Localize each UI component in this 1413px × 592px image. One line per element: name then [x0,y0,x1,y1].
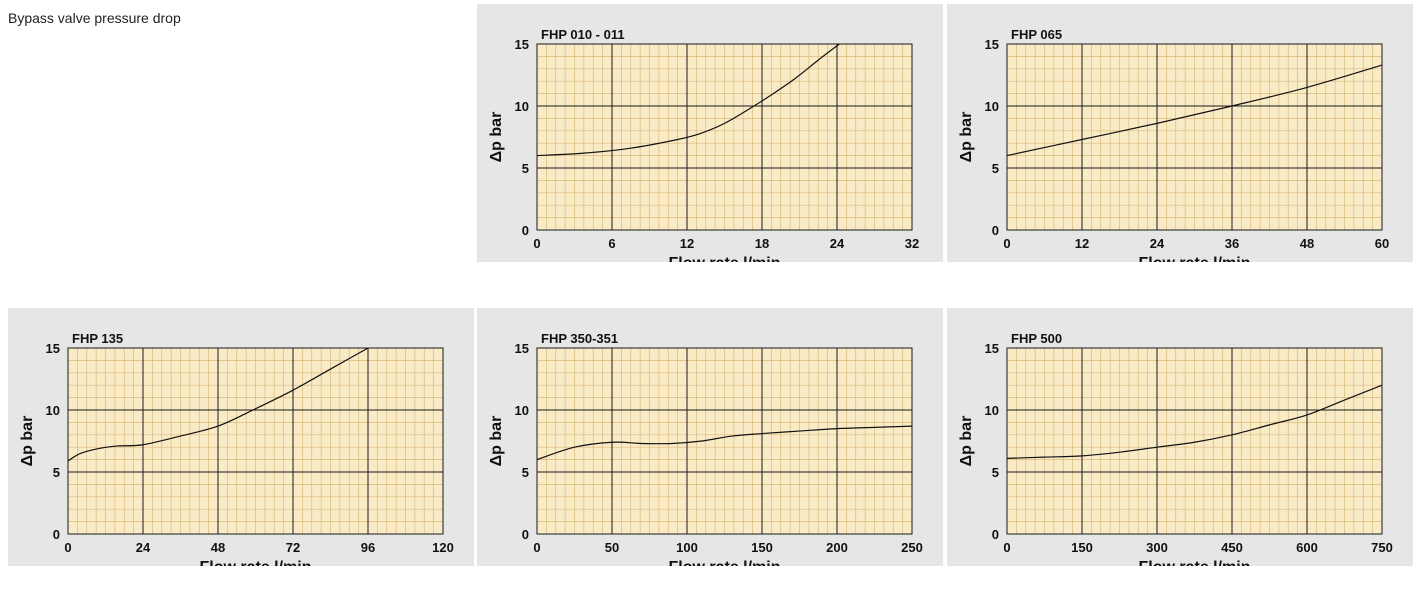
y-tick-label: 0 [522,527,529,542]
x-tick-label: 0 [533,540,540,555]
x-tick-label: 750 [1371,540,1393,555]
y-tick-label: 10 [46,403,60,418]
minor-grid [1007,348,1382,534]
x-tick-label: 60 [1375,236,1389,251]
y-tick-label: 5 [992,161,999,176]
x-tick-label: 450 [1221,540,1243,555]
y-axis-label: Δp bar [958,416,975,467]
y-tick-label: 5 [992,465,999,480]
y-tick-label: 0 [522,223,529,238]
y-axis-label: Δp bar [958,112,975,163]
series-line [67,347,369,462]
plot-border [67,347,444,535]
chart-title: FHP 500 [1011,331,1062,346]
x-tick-label: 18 [755,236,769,251]
chart-panel-fhp-135: 0 24 48 72 96 120 0 5 10 15 FHP 135 Flow rate l/min… [8,308,474,566]
y-tick-label: 10 [515,99,529,114]
minor-grid [537,44,912,230]
x-tick-label: 6 [608,236,615,251]
series-line [536,425,913,461]
x-tick-label: 24 [1150,236,1165,251]
plot-border [536,43,913,231]
y-tick-label: 5 [522,465,529,480]
x-axis-label: Flow rate l/min [199,559,311,566]
y-tick-label: 0 [53,527,60,542]
x-tick-label: 200 [826,540,848,555]
x-tick-label: 120 [432,540,454,555]
x-tick-label: 300 [1146,540,1168,555]
x-tick-label: 0 [533,236,540,251]
x-tick-label: 12 [680,236,694,251]
x-tick-label: 32 [905,236,919,251]
chart-fhp-010-011: 0 6 12 18 24 32 0 5 10 15 FHP 010 - 011 Flow rate l… [488,27,919,262]
x-axis-label: Flow rate l/min [668,559,780,566]
x-tick-label: 150 [751,540,773,555]
x-tick-label: 72 [286,540,300,555]
x-tick-label: 36 [1225,236,1239,251]
x-tick-label: 48 [1300,236,1314,251]
x-tick-label: 12 [1075,236,1089,251]
chart-fhp-500: 0 150 300 450 600 750 0 5 10 15 FHP 500 Flow rate l… [958,331,1393,566]
y-tick-label: 0 [992,223,999,238]
y-tick-label: 15 [985,37,999,52]
plot-border [1006,43,1383,231]
chart-panel-fhp-010-011: 0 6 12 18 24 32 0 5 10 15 FHP 010 - 011 Flow rate l… [477,4,943,262]
chart-title: FHP 010 - 011 [541,27,625,42]
x-tick-label: 250 [901,540,923,555]
x-tick-label: 0 [1003,540,1010,555]
series-line [1006,64,1383,157]
chart-title: FHP 350-351 [541,331,618,346]
x-tick-label: 0 [1003,236,1010,251]
x-tick-label: 100 [676,540,698,555]
x-tick-label: 50 [605,540,619,555]
page-title: Bypass valve pressure drop [8,10,181,26]
chart-title: FHP 135 [72,331,123,346]
minor-grid [537,348,912,534]
chart-panel-fhp-500: 0 150 300 450 600 750 0 5 10 15 FHP 500 Flow rate l… [947,308,1413,566]
series-line [536,43,840,157]
y-tick-label: 5 [53,465,60,480]
y-axis-label: Δp bar [19,416,36,467]
y-tick-label: 10 [985,403,999,418]
x-tick-label: 24 [830,236,845,251]
plot-border [1006,347,1383,535]
y-tick-label: 15 [46,341,60,356]
plot-border [536,347,913,535]
series-line [1006,384,1383,459]
x-tick-label: 24 [136,540,151,555]
y-tick-label: 15 [985,341,999,356]
x-axis-label: Flow rate l/min [1138,559,1250,566]
x-axis-label: Flow rate l/min [668,255,780,262]
chart-fhp-350-351: 0 50 100 150 200 250 0 5 10 15 FHP 350-351 Flow rat… [488,331,923,566]
x-tick-label: 96 [361,540,375,555]
y-tick-label: 5 [522,161,529,176]
x-tick-label: 0 [64,540,71,555]
y-axis-label: Δp bar [488,416,505,467]
chart-panel-fhp-065: 0 12 24 36 48 60 0 5 10 15 FHP 065 Flow rate l/min Δ… [947,4,1413,262]
chart-panel-fhp-350-351: 0 50 100 150 200 250 0 5 10 15 FHP 350-351 Flow rat… [477,308,943,566]
y-tick-label: 0 [992,527,999,542]
chart-fhp-065: 0 12 24 36 48 60 0 5 10 15 FHP 065 Flow rate l/min Δ… [958,27,1389,262]
chart-fhp-135: 0 24 48 72 96 120 0 5 10 15 FHP 135 Flow rate l/min… [19,331,454,566]
minor-grid [68,348,443,534]
chart-title: FHP 065 [1011,27,1062,42]
x-tick-label: 48 [211,540,225,555]
y-tick-label: 15 [515,341,529,356]
y-tick-label: 10 [515,403,529,418]
y-axis-label: Δp bar [488,112,505,163]
x-tick-label: 600 [1296,540,1318,555]
x-tick-label: 150 [1071,540,1093,555]
y-tick-label: 15 [515,37,529,52]
minor-grid [1007,44,1382,230]
x-axis-label: Flow rate l/min [1138,255,1250,262]
y-tick-label: 10 [985,99,999,114]
